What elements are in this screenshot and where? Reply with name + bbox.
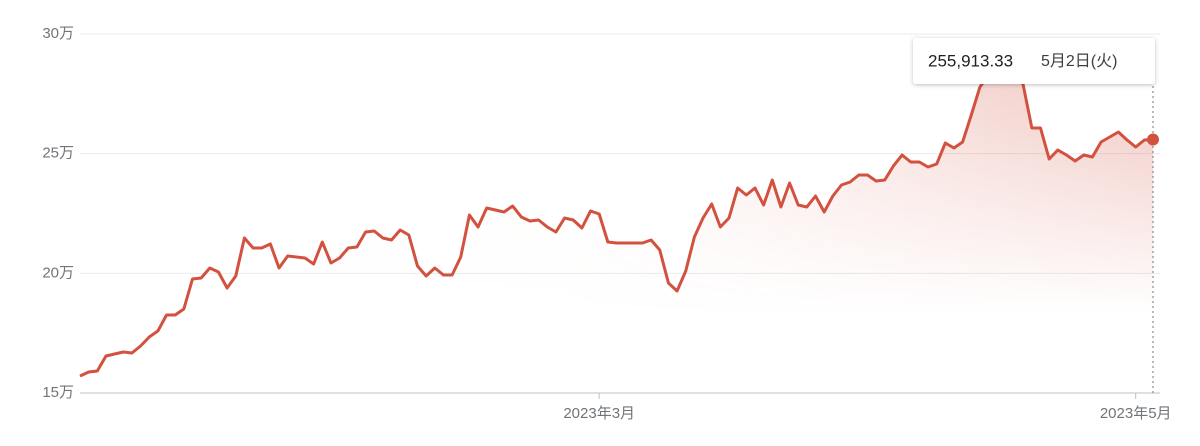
- area-fill: [80, 59, 1153, 394]
- price-line: [79, 58, 1154, 378]
- tooltip-date: 5月2日(火): [1041, 53, 1117, 70]
- y-tick-label: 20万: [42, 264, 74, 281]
- tooltip-box: [913, 38, 1155, 84]
- x-tick-label: 2023年5月: [1100, 405, 1172, 422]
- tooltip-value: 255,913.33: [928, 51, 1013, 70]
- tooltip: 255,913.33 5月2日(火): [913, 38, 1155, 84]
- x-tick-label: 2023年3月: [563, 405, 635, 422]
- hover-point: [1147, 133, 1159, 146]
- y-tick-label: 25万: [42, 145, 74, 162]
- y-tick-label: 15万: [42, 384, 74, 401]
- y-tick-label: 30万: [42, 25, 74, 42]
